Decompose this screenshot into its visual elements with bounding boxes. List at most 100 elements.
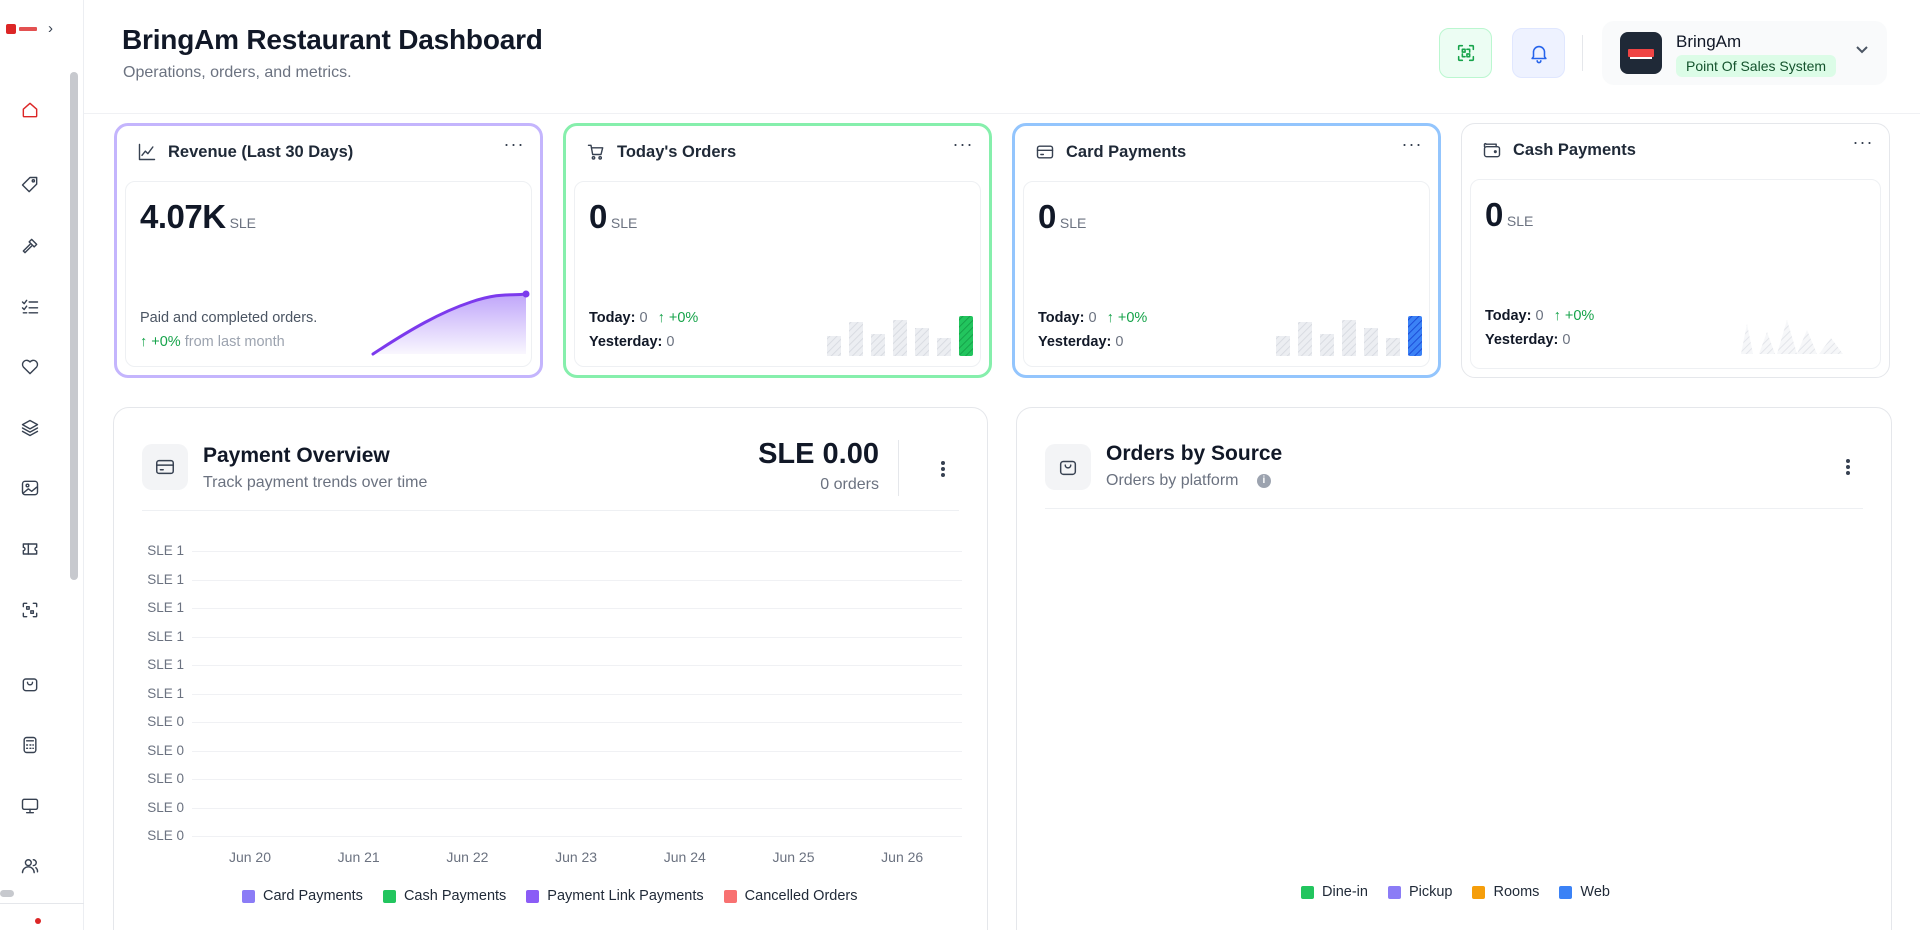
revenue-card-more-button[interactable]: ··· [503, 134, 525, 154]
brand-logo[interactable] [6, 22, 38, 36]
revenue-amount: 4.07K [140, 198, 226, 235]
line-chart-icon [138, 143, 156, 161]
sidebar-horizontal-scrollbar[interactable] [0, 890, 14, 897]
legend-item[interactable]: Pickup [1387, 884, 1453, 900]
card-payments-yesterday-row: Yesterday: 0 [1038, 334, 1123, 350]
sidebar-item-layers[interactable] [14, 412, 46, 444]
gridline [192, 693, 962, 695]
revenue-card-title: Revenue (Last 30 Days) [168, 142, 354, 161]
cash-payments-unit: SLE [1506, 213, 1534, 229]
cash-payments-yesterday-row: Yesterday: 0 [1485, 332, 1570, 348]
card-payments-card-more-button[interactable]: ··· [1401, 134, 1423, 154]
cash-payments-card-more-button[interactable]: ··· [1852, 132, 1874, 152]
checklist-icon [21, 299, 39, 314]
today-label: Today: [589, 310, 636, 326]
page-subtitle: Operations, orders, and metrics. [123, 64, 352, 81]
orders-by-source-menu-button[interactable] [1841, 456, 1855, 478]
y-tick-label: SLE 1 [147, 685, 184, 701]
sidebar-scrollbar[interactable] [70, 72, 78, 580]
x-tick-label: Jun 23 [555, 849, 598, 865]
legend-item[interactable]: Cancelled Orders [723, 888, 857, 904]
page-header: BringAm Restaurant Dashboard Operations,… [84, 0, 1920, 114]
users-icon [21, 859, 39, 874]
card-payments-bars [1276, 316, 1422, 356]
orders-by-source-legend: Dine-in Pickup Rooms Web [1301, 884, 1610, 900]
payment-overview-menu-button[interactable] [936, 458, 950, 480]
sidebar-item-tasks[interactable] [14, 291, 46, 323]
revenue-card-body: 4.07K SLE Paid and completed orders. ↑ +… [125, 181, 532, 367]
shopping-bag-icon [1045, 444, 1091, 490]
cash-payments-today-row: Today: 0 ↑ +0% [1485, 308, 1594, 324]
today-label: Today: [1485, 308, 1532, 324]
todays-orders-value: 0 SLE [589, 198, 637, 236]
scan-qr-button[interactable] [1439, 28, 1492, 78]
cash-payments-card-header: Cash Payments [1482, 138, 1873, 162]
legend-item[interactable]: Dine-in [1301, 884, 1368, 900]
sidebar-item-calculator[interactable] [14, 729, 46, 761]
sidebar-item-staff[interactable] [14, 850, 46, 882]
cash-payments-amount: 0 [1485, 196, 1503, 233]
account-switcher[interactable]: BringAm Point Of Sales System [1602, 21, 1887, 85]
card-payments-card-header: Card Payments [1035, 140, 1422, 164]
legend-item[interactable]: Rooms [1472, 884, 1539, 900]
legend-label: Pickup [1408, 884, 1453, 900]
x-tick-label: Jun 22 [446, 849, 489, 865]
sidebar-item-scan[interactable] [14, 594, 46, 626]
sidebar: › [0, 0, 84, 930]
page-title: BringAm Restaurant Dashboard [122, 24, 543, 55]
sidebar-expand-button[interactable]: › [48, 20, 53, 37]
legend-label: Web [1580, 884, 1610, 900]
legend-label: Payment Link Payments [547, 888, 704, 904]
x-tick-label: Jun 21 [337, 849, 380, 865]
gridline [192, 779, 962, 780]
sidebar-item-display[interactable] [14, 790, 46, 822]
x-tick-label: Jun 25 [772, 849, 815, 865]
payment-overview-separator [142, 510, 959, 511]
y-tick-label: SLE 1 [147, 628, 184, 644]
credit-card-icon [1036, 145, 1054, 159]
today-trend: ↑ +0% [1106, 310, 1148, 326]
notifications-button[interactable] [1512, 28, 1565, 78]
sidebar-item-tools[interactable] [14, 230, 46, 262]
yesterday-label: Yesterday: [589, 334, 663, 350]
gridline [192, 551, 962, 552]
legend-swatch [1387, 885, 1401, 899]
info-icon[interactable]: i [1256, 473, 1271, 488]
gridline [192, 836, 962, 837]
sidebar-item-media[interactable] [14, 472, 46, 504]
calculator-icon [23, 736, 37, 754]
payment-overview-title: Payment Overview [203, 444, 390, 467]
payment-overview-legend: Card Payments Cash Payments Payment Link P… [242, 888, 857, 904]
legend-item[interactable]: Cash Payments [382, 888, 506, 904]
y-tick-label: SLE 0 [147, 828, 184, 843]
yesterday-value: 0 [1562, 332, 1571, 348]
tools-icon [22, 238, 38, 254]
legend-item[interactable]: Payment Link Payments [526, 888, 704, 904]
card-payments-amount: 0 [1038, 198, 1056, 235]
sidebar-item-orders[interactable] [14, 668, 46, 700]
todays-orders-card-more-button[interactable]: ··· [952, 134, 974, 154]
sidebar-item-favorites[interactable] [14, 351, 46, 383]
payment-overview-subtitle: Track payment trends over time [203, 474, 428, 491]
card-payments-unit: SLE [1059, 215, 1087, 231]
chevron-down-icon [1854, 41, 1870, 57]
shopping-bag-icon [22, 678, 38, 692]
gridline [192, 665, 962, 666]
cash-payments-bars [1741, 320, 1843, 354]
chart-series-layer [114, 408, 989, 930]
sidebar-item-home[interactable] [14, 94, 46, 126]
sidebar-item-tickets[interactable] [14, 533, 46, 565]
orders-by-source-separator [1045, 508, 1863, 509]
orders-by-source-subtitle-row: Orders by platform i [1106, 472, 1271, 490]
legend-item[interactable]: Card Payments [242, 888, 363, 904]
revenue-unit: SLE [229, 215, 257, 231]
gridline [192, 750, 962, 752]
legend-swatch [242, 889, 255, 903]
legend-swatch [1472, 885, 1486, 899]
y-tick-label: SLE 1 [147, 571, 184, 587]
account-avatar [1620, 32, 1662, 74]
legend-item[interactable]: Web [1559, 884, 1610, 900]
orders-by-source-panel: Orders by Source Orders by platform i Di… [1016, 407, 1892, 930]
y-tick-label: SLE 1 [147, 600, 184, 615]
sidebar-item-tags[interactable] [14, 169, 46, 201]
